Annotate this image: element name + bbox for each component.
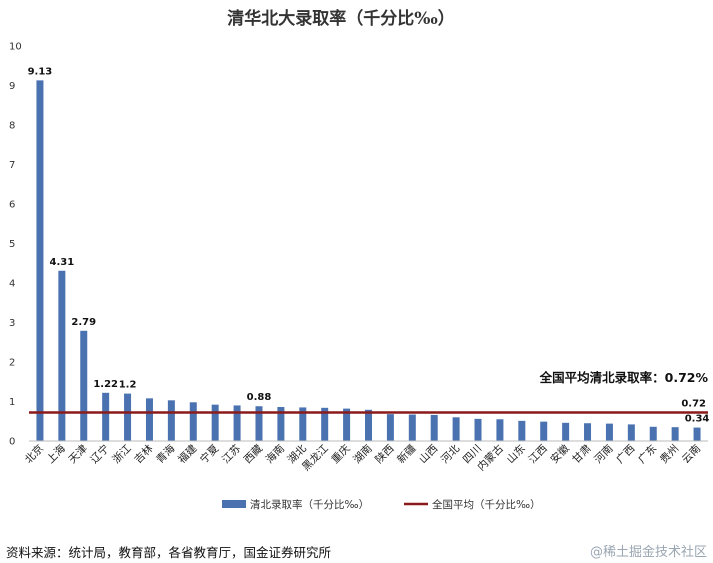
- x-tick-label: 福建: [175, 442, 199, 466]
- bar: [584, 423, 592, 441]
- x-tick-label: 河南: [592, 442, 616, 466]
- x-tick-label: 湖南: [351, 442, 375, 466]
- bar: [430, 414, 438, 441]
- legend-bar-label: 清北录取率（千分比‰）: [250, 498, 369, 511]
- x-tick-label: 重庆: [329, 442, 353, 466]
- y-tick-label: 8: [9, 121, 15, 132]
- x-tick-label: 广西: [614, 443, 637, 466]
- x-tick-label: 山西: [417, 443, 440, 466]
- x-tick-label: 吉林: [132, 442, 156, 466]
- bar: [562, 422, 570, 441]
- bar: [605, 423, 613, 441]
- x-tick-label: 江西: [527, 443, 550, 466]
- bar: [277, 407, 285, 441]
- legend: 清北录取率（千分比‰） 全国平均（千分比‰）: [222, 498, 541, 511]
- bar: [649, 426, 657, 441]
- average-value-label: 0.72: [681, 399, 706, 410]
- average-annotation: 全国平均清北录取率：0.72%: [539, 370, 709, 385]
- x-tick-label: 天津: [67, 442, 91, 466]
- source-note: 资料来源：统计局，教育部，各省教育厅，国金证券研究所: [6, 545, 332, 560]
- bar: [408, 414, 416, 441]
- bar: [693, 427, 701, 441]
- y-axis: 0 1 2 3 4 5 6 7 8 9 10: [9, 42, 22, 448]
- chart-title: 清华北大录取率（千分比‰）: [227, 8, 455, 29]
- y-tick-label: 5: [9, 239, 15, 250]
- bar: [627, 424, 635, 441]
- x-tick-label: 陕西: [372, 442, 396, 466]
- x-tick-label: 云南: [679, 442, 703, 466]
- x-tick-label: 西藏: [242, 442, 266, 466]
- x-tick-label: 青海: [153, 442, 177, 466]
- data-label: 1.22: [93, 379, 118, 390]
- x-axis: 北京上海天津辽宁浙江吉林青海福建宁夏江苏西藏海南湖北黑龙江重庆湖南陕西新疆山西河…: [22, 440, 708, 473]
- x-tick-label: 北京: [22, 442, 46, 466]
- data-label: 4.31: [50, 257, 75, 268]
- data-label: 1.2: [119, 380, 137, 391]
- bar: [189, 402, 197, 441]
- bar: [102, 392, 110, 441]
- x-tick-label: 浙江: [110, 442, 134, 466]
- bar: [496, 419, 504, 441]
- y-tick-label: 7: [9, 160, 15, 171]
- bar: [365, 409, 372, 441]
- bar: [299, 407, 307, 441]
- data-labels: 9.13 4.31 2.79 1.22 1.2 0.88 0.34: [28, 66, 710, 424]
- data-label: 0.34: [685, 414, 710, 425]
- y-tick-label: 1: [9, 397, 15, 408]
- x-tick-label: 辽宁: [88, 442, 112, 466]
- data-label: 0.88: [247, 392, 272, 403]
- bar: [321, 407, 329, 441]
- bar: [255, 406, 263, 441]
- x-tick-label: 上海: [44, 442, 68, 466]
- y-tick-label: 0: [9, 437, 15, 448]
- bar: [452, 417, 460, 441]
- y-tick-label: 6: [9, 200, 15, 211]
- bar: [58, 270, 66, 441]
- bar: [36, 80, 44, 442]
- x-tick-label: 海南: [263, 442, 287, 466]
- y-tick-label: 2: [9, 358, 15, 369]
- x-tick-label: 甘肃: [570, 442, 594, 466]
- bar: [474, 418, 482, 441]
- x-tick-label: 山东: [504, 442, 528, 466]
- x-tick-label: 广东: [635, 442, 659, 466]
- data-label: 2.79: [71, 317, 96, 328]
- x-tick-label: 宁夏: [197, 442, 221, 466]
- x-tick-label: 贵州: [657, 442, 681, 466]
- bar: [124, 393, 132, 441]
- x-tick-label: 安徽: [548, 442, 572, 466]
- bar: [167, 400, 175, 441]
- bar: [80, 330, 88, 441]
- legend-bar-swatch: [222, 500, 246, 508]
- y-tick-label: 3: [9, 318, 15, 329]
- x-tick-label: 新疆: [394, 442, 418, 466]
- legend-line-label: 全国平均（千分比‰）: [432, 498, 541, 511]
- bar: [518, 420, 526, 441]
- watermark: @稀土掘金技术社区: [589, 545, 707, 560]
- bar: [671, 427, 679, 441]
- data-label: 9.13: [28, 66, 53, 77]
- bar: [233, 405, 241, 441]
- x-tick-label: 江苏: [219, 442, 243, 466]
- average-line-group: 全国平均清北录取率：0.72% 0.72: [29, 370, 709, 414]
- bar: [540, 421, 548, 441]
- x-tick-label: 河北: [439, 442, 463, 466]
- y-tick-label: 4: [9, 279, 15, 290]
- bar: [343, 408, 351, 441]
- bar: [386, 414, 394, 441]
- bar: [145, 398, 153, 441]
- bars: [36, 80, 701, 442]
- y-tick-label: 9: [9, 81, 15, 92]
- y-tick-label: 10: [9, 42, 22, 53]
- bar: [211, 404, 219, 441]
